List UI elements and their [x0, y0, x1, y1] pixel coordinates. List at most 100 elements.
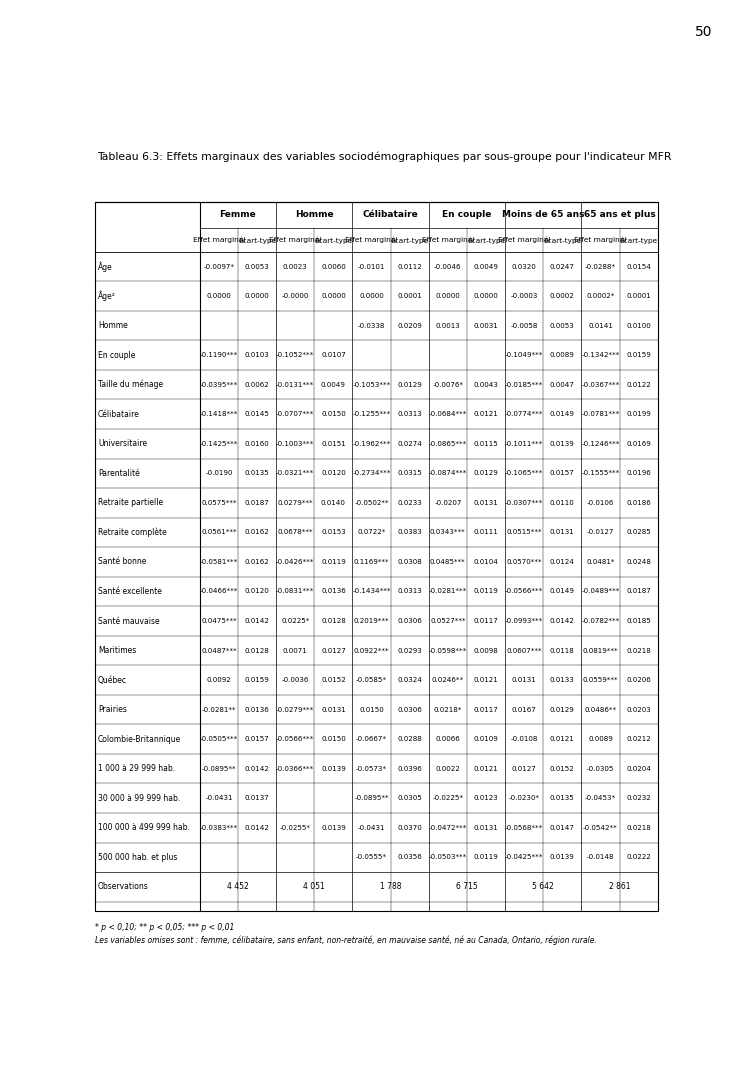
Text: 0.0053: 0.0053	[244, 263, 269, 270]
Text: 0.0150: 0.0150	[359, 707, 384, 713]
Text: 0.0118: 0.0118	[550, 648, 575, 653]
Text: Écart-type: Écart-type	[314, 236, 352, 243]
Text: 0.0000: 0.0000	[321, 293, 346, 299]
Text: -0.1255***: -0.1255***	[352, 411, 390, 417]
Text: 0.0060: 0.0060	[321, 263, 346, 270]
Text: Moins de 65 ans: Moins de 65 ans	[502, 210, 584, 220]
Text: 0.0487***: 0.0487***	[201, 648, 237, 653]
Text: -0.0046: -0.0046	[434, 263, 462, 270]
Text: 0.0356: 0.0356	[397, 854, 422, 860]
Text: Homme: Homme	[295, 210, 334, 220]
Text: -0.1555***: -0.1555***	[581, 471, 619, 476]
Text: -0.0568***: -0.0568***	[505, 825, 543, 830]
Text: 0.0142: 0.0142	[244, 619, 269, 624]
Text: -0.0598***: -0.0598***	[429, 648, 467, 653]
Text: -0.0148: -0.0148	[586, 854, 614, 860]
Text: -0.0036: -0.0036	[282, 677, 309, 683]
Text: -0.0707***: -0.0707***	[276, 411, 314, 417]
Text: -0.0489***: -0.0489***	[581, 588, 619, 595]
Text: 0.0607***: 0.0607***	[506, 648, 542, 653]
Text: 0.0383: 0.0383	[397, 529, 422, 536]
Text: -0.1003***: -0.1003***	[276, 441, 314, 447]
Text: 0.0129: 0.0129	[550, 707, 575, 713]
Text: 0.0218: 0.0218	[626, 825, 651, 830]
Text: 0.0111: 0.0111	[473, 529, 498, 536]
Text: -0.0502**: -0.0502**	[355, 500, 389, 505]
Text: 0.0152: 0.0152	[321, 677, 346, 683]
Text: 0.0141: 0.0141	[588, 323, 613, 328]
Text: 65 ans et plus: 65 ans et plus	[584, 210, 655, 220]
Text: -0.2734***: -0.2734***	[352, 471, 390, 476]
Text: Retraite partielle: Retraite partielle	[98, 498, 163, 508]
Text: 0.0000: 0.0000	[435, 293, 460, 299]
Text: 0.0121: 0.0121	[473, 677, 498, 683]
Text: 0.0285: 0.0285	[626, 529, 651, 536]
Text: -0.1425***: -0.1425***	[200, 441, 238, 447]
Text: En couple: En couple	[98, 351, 135, 360]
Text: 0.0145: 0.0145	[244, 411, 269, 417]
Text: 0.0104: 0.0104	[473, 559, 498, 565]
Text: 0.0218: 0.0218	[626, 648, 651, 653]
Text: -0.0190: -0.0190	[206, 471, 233, 476]
Text: -0.0207: -0.0207	[435, 500, 462, 505]
Text: Santé excellente: Santé excellente	[98, 587, 162, 596]
Text: -0.0281***: -0.0281***	[429, 588, 467, 595]
Text: -0.0895**: -0.0895**	[202, 765, 236, 772]
Text: 0.0485***: 0.0485***	[430, 559, 466, 565]
Text: 2 861: 2 861	[608, 883, 631, 891]
Text: Observations: Observations	[98, 883, 149, 891]
Text: 4 452: 4 452	[227, 883, 249, 891]
Text: 0.0121: 0.0121	[473, 765, 498, 772]
Text: -0.0279***: -0.0279***	[276, 707, 314, 713]
Text: Écart-type: Écart-type	[467, 236, 505, 243]
Text: 0.0142: 0.0142	[244, 765, 269, 772]
Bar	[95, 201, 658, 911]
Text: 500 000 hab. et plus: 500 000 hab. et plus	[98, 853, 178, 862]
Text: 0.0129: 0.0129	[397, 382, 422, 388]
Text: -0.0230*: -0.0230*	[509, 796, 539, 801]
Text: Prairies: Prairies	[98, 705, 127, 714]
Text: 0.0305: 0.0305	[397, 796, 422, 801]
Text: 0.0154: 0.0154	[626, 263, 651, 270]
Text: 0.0000: 0.0000	[244, 293, 269, 299]
Text: 0.0121: 0.0121	[550, 736, 575, 742]
Text: 0.0343***: 0.0343***	[430, 529, 466, 536]
Text: -0.0000: -0.0000	[282, 293, 309, 299]
Text: 0.0150: 0.0150	[321, 411, 346, 417]
Text: 0.0089: 0.0089	[588, 736, 613, 742]
Text: -0.1011***: -0.1011***	[505, 441, 543, 447]
Text: 0.0139: 0.0139	[321, 825, 346, 830]
Text: 0.0149: 0.0149	[550, 411, 575, 417]
Text: Âge²: Âge²	[98, 291, 116, 301]
Text: 0.0000: 0.0000	[473, 293, 498, 299]
Text: 0.0157: 0.0157	[244, 736, 269, 742]
Text: 0.0218*: 0.0218*	[434, 707, 462, 713]
Text: 0.0139: 0.0139	[550, 854, 575, 860]
Text: 0.0150: 0.0150	[321, 736, 346, 742]
Text: -0.0831***: -0.0831***	[276, 588, 314, 595]
Text: -0.0383***: -0.0383***	[200, 825, 238, 830]
Text: 0.0131: 0.0131	[512, 677, 537, 683]
Text: 0.0162: 0.0162	[244, 529, 269, 536]
Text: 0.0121: 0.0121	[473, 411, 498, 417]
Text: 0.0131: 0.0131	[550, 529, 575, 536]
Text: Santé bonne: Santé bonne	[98, 558, 146, 566]
Text: 0.0147: 0.0147	[550, 825, 575, 830]
Text: 0.0233: 0.0233	[397, 500, 422, 505]
Text: 0.1169***: 0.1169***	[354, 559, 389, 565]
Text: -0.0782***: -0.0782***	[581, 619, 619, 624]
Text: 5 642: 5 642	[532, 883, 554, 891]
Text: -0.0585*: -0.0585*	[356, 677, 387, 683]
Text: 0.0187: 0.0187	[244, 500, 269, 505]
Text: 0.0922***: 0.0922***	[354, 648, 389, 653]
Text: Écart-type: Écart-type	[543, 236, 581, 243]
Text: 0.0185: 0.0185	[626, 619, 651, 624]
Text: 0.0002: 0.0002	[550, 293, 575, 299]
Text: Colombie-Britannique: Colombie-Britannique	[98, 735, 181, 744]
Text: * p < 0,10; ** p < 0,05; *** p < 0,01: * p < 0,10; ** p < 0,05; *** p < 0,01	[95, 923, 234, 932]
Text: -0.0684***: -0.0684***	[429, 411, 467, 417]
Text: -0.1049***: -0.1049***	[505, 352, 543, 359]
Text: 0.0315: 0.0315	[397, 471, 422, 476]
Text: 0.0103: 0.0103	[244, 352, 269, 359]
Text: 0.0274: 0.0274	[397, 441, 422, 447]
